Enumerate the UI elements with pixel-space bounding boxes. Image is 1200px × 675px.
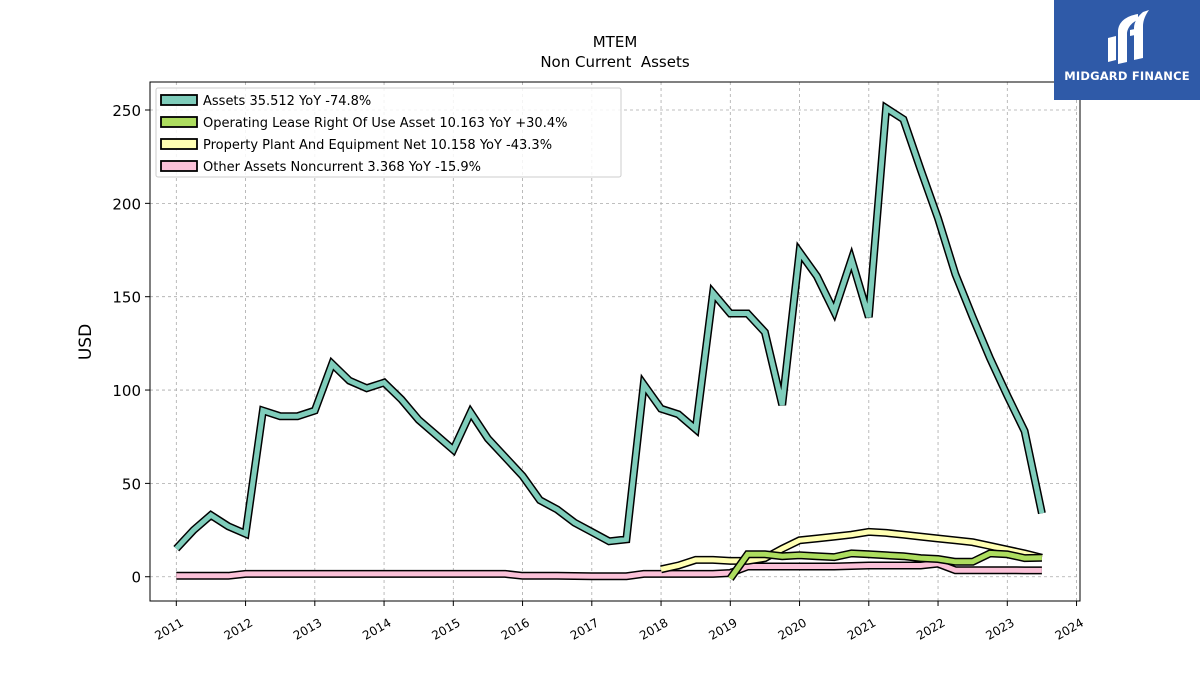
midgard-finance-logo: MIDGARD FINANCE	[1054, 0, 1200, 100]
chart-subtitle: Non Current Assets	[540, 53, 690, 71]
legend-label: Other Assets Noncurrent 3.368 YoY -15.9%	[203, 160, 481, 175]
y-axis-label: USD	[76, 324, 96, 360]
series-3	[176, 559, 1042, 581]
x-tick-label: 2017	[568, 615, 601, 642]
y-tick-label: 50	[122, 475, 141, 493]
x-tick-label: 2021	[845, 615, 878, 642]
y-tick-label: 100	[112, 382, 141, 400]
x-tick-label: 2012	[222, 615, 255, 642]
x-tick-label: 2024	[1053, 615, 1086, 642]
x-tick-label: 2020	[776, 615, 809, 642]
x-tick-label: 2013	[291, 615, 324, 642]
series-line	[174, 103, 1045, 551]
legend-swatch	[160, 138, 198, 150]
legend: Assets 35.512 YoY -74.8% Operating Lease …	[155, 87, 622, 178]
y-tick-label: 150	[112, 289, 141, 307]
y-tick-label: 250	[112, 102, 141, 120]
series-group	[173, 101, 1046, 581]
series-2	[660, 527, 1043, 574]
x-tick-label: 2018	[637, 615, 670, 642]
series-line	[728, 550, 1042, 581]
plot-frame	[149, 81, 1081, 602]
x-tick-label: 2015	[429, 615, 462, 642]
series-line	[660, 529, 1043, 572]
x-tick-label: 2023	[983, 615, 1016, 642]
legend-swatch	[160, 94, 198, 106]
legend-label: Property Plant And Equipment Net 10.158 …	[203, 138, 552, 153]
legend-label: Assets 35.512 YoY -74.8%	[203, 94, 371, 109]
series-1	[727, 549, 1042, 581]
x-tick-label: 2016	[499, 615, 532, 642]
legend-swatch	[160, 116, 198, 128]
series-0	[173, 101, 1046, 552]
y-tick-label: 200	[112, 195, 141, 213]
legend-box	[155, 87, 622, 178]
x-tick-label: 2022	[914, 615, 947, 642]
x-tick-label: 2011	[152, 615, 185, 642]
x-tick-label: 2019	[706, 615, 739, 642]
midgard-logo-mark-icon	[1108, 10, 1149, 64]
legend-swatch	[160, 160, 198, 172]
logo-text: MIDGARD FINANCE	[1064, 69, 1190, 83]
y-tick-label: 0	[131, 569, 141, 587]
x-tick-label: 2014	[360, 615, 393, 642]
legend-label: Operating Lease Right Of Use Asset 10.16…	[203, 116, 567, 131]
chart-title: MTEM	[593, 33, 638, 51]
series-line	[176, 561, 1042, 579]
